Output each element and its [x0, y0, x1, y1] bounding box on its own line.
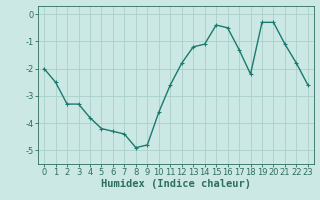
X-axis label: Humidex (Indice chaleur): Humidex (Indice chaleur): [101, 179, 251, 189]
